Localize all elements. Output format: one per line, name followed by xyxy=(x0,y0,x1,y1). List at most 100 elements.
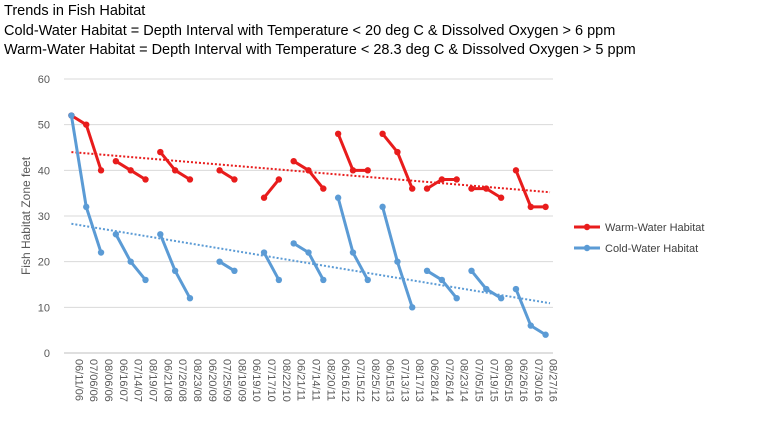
x-tick-label: 08/25/12 xyxy=(369,359,381,402)
y-tick-label: 30 xyxy=(38,211,50,223)
x-tick-label: 08/23/14 xyxy=(458,359,470,402)
warm-water-habitat-data-point xyxy=(468,185,475,192)
cold-water-habitat-line-segment xyxy=(336,196,370,282)
cold-water-habitat-data-point xyxy=(275,276,283,284)
warm-water-habitat-data-point xyxy=(394,148,401,156)
x-tick-label: 07/25/09 xyxy=(221,359,233,402)
x-tick-label: 08/22/10 xyxy=(280,359,292,402)
cold-water-habitat-data-point xyxy=(97,249,105,256)
y-tick-label: 60 xyxy=(38,74,50,86)
warm-water-habitat-data-point xyxy=(83,121,90,128)
legend-marker-cold-water-habitat xyxy=(583,244,591,252)
warm-water-habitat-data-point xyxy=(216,167,223,174)
x-tick-label: 06/16/07 xyxy=(117,359,129,402)
cold-water-habitat-data-point xyxy=(320,276,327,284)
warm-water-habitat-line-segment xyxy=(158,150,192,181)
cold-water-habitat-data-point xyxy=(483,285,490,293)
x-tick-label: 06/16/12 xyxy=(339,359,351,402)
cold-water-habitat-data-point xyxy=(216,258,223,265)
cold-water-habitat-data-point xyxy=(394,258,401,265)
x-tick-label: 06/19/10 xyxy=(250,359,262,402)
cold-water-habitat-data-point xyxy=(527,322,534,329)
warm-water-habitat-data-point xyxy=(260,194,268,201)
warm-water-habitat-data-point xyxy=(527,203,534,211)
x-tick-label: 06/21/11 xyxy=(295,359,307,401)
warm-water-habitat-data-point xyxy=(112,158,120,165)
warm-water-habitat-data-point xyxy=(157,148,164,156)
trendline-cold-water-habitat xyxy=(71,222,551,305)
x-tick-label: 07/06/06 xyxy=(87,359,99,402)
gridlines xyxy=(64,78,553,354)
cold-water-habitat-data-point xyxy=(290,240,297,247)
x-tick-label: 07/17/10 xyxy=(265,359,277,402)
chart-titles: Trends in Fish Habitat Cold-Water Habita… xyxy=(4,2,636,61)
warm-water-habitat-data-point xyxy=(171,167,179,174)
warm-water-habitat-data-point xyxy=(275,176,283,183)
warm-water-habitat-data-point xyxy=(349,167,357,174)
y-axis-label: Fish Habitat Zone feet xyxy=(19,156,33,275)
x-tick-label: 07/26/14 xyxy=(443,359,455,402)
warm-water-habitat-line-segment xyxy=(514,168,548,209)
warm-water-habitat-data-point xyxy=(97,167,105,174)
x-tick-labels: 06/11/06 07/06/06 08/06/06 06/16/07 07/14/07… xyxy=(72,359,558,402)
x-tick-label: 06/28/14 xyxy=(428,359,440,402)
warm-water-habitat-data-point xyxy=(409,185,416,192)
warm-water-habitat-data-point xyxy=(305,167,312,174)
warm-water-habitat-data-point xyxy=(423,185,431,192)
data-series xyxy=(68,112,549,338)
cold-water-habitat-data-point xyxy=(409,304,416,311)
legend-marker-warm-water-habitat xyxy=(583,223,591,231)
warm-water-habitat-line-segment xyxy=(262,177,281,200)
x-tick-label: 08/06/06 xyxy=(102,359,114,402)
x-tick-label: 08/20/11 xyxy=(324,359,336,401)
warm-water-habitat-data-point xyxy=(483,185,490,192)
warm-water-habitat-data-point xyxy=(512,167,520,174)
x-tick-label: 06/20/09 xyxy=(206,359,218,402)
cold-water-habitat-data-point xyxy=(68,112,75,119)
warm-water-habitat-data-point xyxy=(142,176,149,183)
cold-water-habitat-line-segment xyxy=(69,114,103,255)
cold-water-habitat-data-point xyxy=(171,267,179,274)
cold-water-habitat-data-point xyxy=(305,249,312,256)
cold-water-habitat-data-point xyxy=(468,267,475,274)
x-tick-label: 06/21/08 xyxy=(161,359,173,402)
x-tick-label: 08/27/16 xyxy=(547,359,559,402)
cold-water-habitat-data-point xyxy=(542,331,549,338)
cold-water-habitat-line-segment xyxy=(381,205,414,309)
warm-water-habitat-data-point xyxy=(127,167,134,174)
warm-water-habitat-line-segment xyxy=(336,132,370,172)
x-tick-label: 07/30/16 xyxy=(532,359,544,402)
cold-water-habitat-data-point xyxy=(231,267,238,274)
cold-water-habitat-data-point xyxy=(260,249,268,256)
cold-water-habitat-data-point xyxy=(349,249,357,256)
cold-water-habitat-line-segment xyxy=(114,232,147,282)
cold-water-habitat-line-segment xyxy=(158,232,192,300)
cold-water-habitat-data-point xyxy=(423,267,431,274)
legend-label-warm-water-habitat: Warm-Water Habitat xyxy=(605,222,704,234)
series-warm-water-habitat xyxy=(68,112,549,211)
warm-water-habitat-line-segment xyxy=(292,159,325,191)
cold-water-habitat-data-point xyxy=(364,276,371,284)
warm-water-habitat-data-point xyxy=(186,176,194,183)
cold-water-habitat-line-segment xyxy=(262,251,281,282)
warm-water-habitat-data-point xyxy=(290,158,297,165)
cold-water-habitat-data-point xyxy=(157,231,164,238)
cold-water-habitat-line-segment xyxy=(470,269,503,300)
cold-water-habitat-data-point xyxy=(512,285,520,293)
warm-water-habitat-data-point xyxy=(320,185,327,192)
warm-water-habitat-data-point xyxy=(497,194,505,201)
chart-title: Trends in Fish Habitat xyxy=(4,3,146,19)
y-tick-labels: 0 10 20 30 40 50 60 xyxy=(38,74,50,360)
legend: Warm-Water Habitat Cold-Water Habitat xyxy=(574,222,704,255)
y-tick-label: 50 xyxy=(38,120,50,132)
y-tick-label: 20 xyxy=(38,257,50,269)
x-tick-label: 08/17/13 xyxy=(413,359,425,402)
x-tick-label: 06/11/06 xyxy=(72,359,84,401)
x-tick-label: 08/19/09 xyxy=(235,359,247,402)
x-tick-label: 08/19/07 xyxy=(147,359,159,402)
x-tick-label: 08/23/08 xyxy=(191,359,203,402)
x-tick-label: 07/15/12 xyxy=(354,359,366,402)
x-tick-label: 07/13/13 xyxy=(398,359,410,402)
warm-water-habitat-data-point xyxy=(334,130,342,137)
